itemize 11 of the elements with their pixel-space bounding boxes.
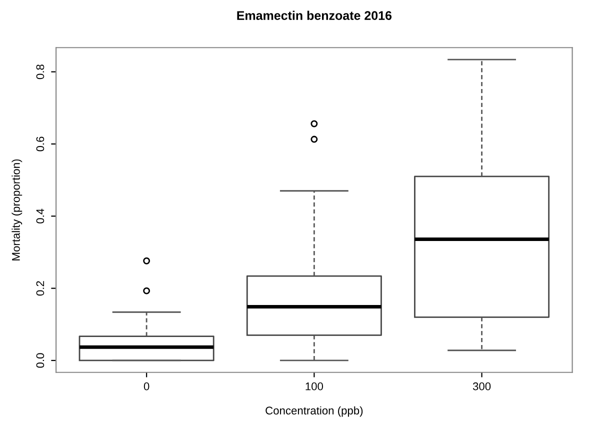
x-tick-label: 0: [144, 382, 150, 390]
y-tick-label: 0.2: [36, 281, 44, 296]
y-tick-label: 0.8: [36, 64, 44, 80]
chart-title: Emamectin benzoate 2016: [237, 10, 392, 20]
x-tick-label: 300: [472, 382, 491, 390]
y-axis-title: Mortality (proportion): [12, 159, 22, 260]
y-tick-label: 0.0: [36, 353, 44, 368]
y-tick-label: 0.6: [36, 136, 44, 152]
x-tick-label: 100: [306, 382, 324, 390]
y-tick-label: 0.4: [36, 208, 44, 224]
x-axis-title: Concentration (ppb): [266, 406, 363, 417]
